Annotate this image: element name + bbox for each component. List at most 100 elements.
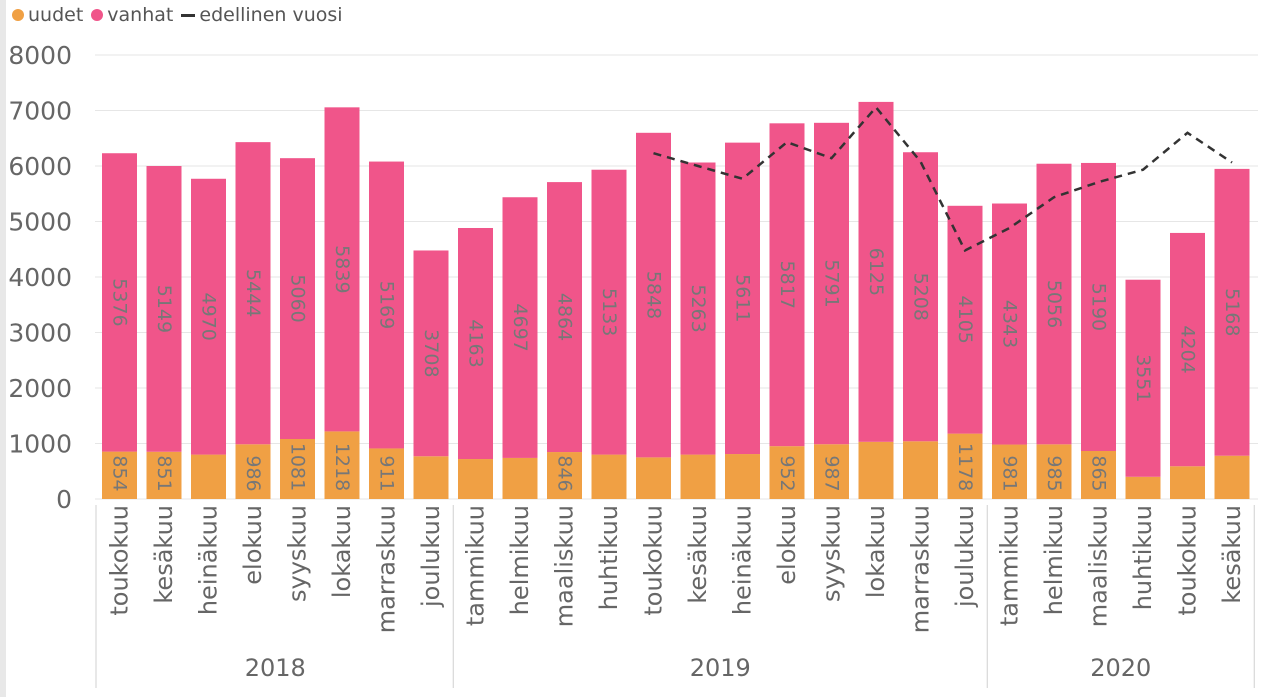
- left-edge-bar: [0, 0, 6, 697]
- series-line-prev-year: [653, 105, 1233, 253]
- bar-old-5: [324, 107, 360, 432]
- bar-new-3: [235, 444, 271, 499]
- x-tick-label-0: toukokuu: [106, 505, 134, 616]
- bar-new-4: [280, 439, 315, 499]
- y-tick-label-5000: 5000: [8, 208, 72, 237]
- x-tick-label-21: helmikuu: [1040, 505, 1068, 615]
- x-tick-label-5: lokakuu: [328, 505, 356, 598]
- value-label-new-10: 846: [554, 455, 576, 491]
- value-label-old-2: 4970: [198, 293, 220, 341]
- legend-new-swatch: [12, 9, 24, 21]
- x-tick-label-15: elokuu: [773, 505, 801, 585]
- legend-prev-label: edellinen vuosi: [199, 4, 343, 26]
- bar-new-2: [191, 454, 226, 499]
- bar-old-15: [769, 123, 805, 447]
- value-label-old-11: 5133: [598, 288, 620, 336]
- value-label-old-13: 5263: [687, 284, 709, 332]
- value-label-new-0: 854: [109, 455, 131, 491]
- bar-old-0: [102, 153, 137, 452]
- legend-new-label: uudet: [28, 4, 84, 26]
- value-label-old-18: 5208: [910, 273, 932, 321]
- y-tick-label-0: 0: [56, 485, 72, 514]
- value-label-old-7: 3708: [420, 329, 442, 377]
- bar-new-17: [858, 441, 894, 499]
- bar-old-21: [1036, 163, 1072, 445]
- y-tick-label-7000: 7000: [8, 97, 72, 126]
- value-label-old-16: 5791: [821, 259, 843, 307]
- bar-new-6: [369, 448, 404, 499]
- y-tick-label-8000: 8000: [8, 41, 72, 70]
- bar-new-18: [903, 441, 938, 499]
- legend-item-new[interactable]: uudet: [12, 4, 83, 26]
- value-label-old-1: 5149: [153, 285, 175, 333]
- bar-new-14: [725, 454, 760, 499]
- bar-new-0: [102, 451, 137, 499]
- x-tick-label-23: huhtikuu: [1129, 505, 1157, 610]
- bar-new-22: [1081, 450, 1116, 499]
- legend-item-prev[interactable]: edellinen vuosi: [181, 4, 343, 26]
- legend: uudet vanhat edellinen vuosi: [12, 4, 351, 26]
- value-label-old-5: 5839: [331, 245, 353, 293]
- bar-new-5: [324, 431, 360, 499]
- bar-old-11: [591, 169, 627, 455]
- x-tick-label-14: heinäkuu: [729, 505, 757, 615]
- bar-old-2: [191, 178, 226, 455]
- x-tick-label-17: lokakuu: [862, 505, 890, 598]
- bar-old-3: [235, 142, 271, 445]
- bar-new-25: [1214, 455, 1250, 499]
- value-label-old-14: 5611: [732, 274, 754, 322]
- bar-new-12: [636, 457, 671, 499]
- value-label-new-20: 981: [999, 455, 1021, 491]
- x-tick-label-8: tammikuu: [462, 505, 490, 626]
- bar-new-16: [814, 444, 849, 499]
- value-label-new-6: 911: [376, 455, 398, 491]
- bar-old-13: [680, 162, 716, 455]
- x-tick-label-24: toukokuu: [1174, 505, 1202, 616]
- bar-new-19: [947, 433, 983, 499]
- value-label-old-9: 4697: [509, 303, 531, 351]
- value-label-old-17: 6125: [865, 248, 887, 296]
- value-label-new-5: 1218: [331, 443, 353, 491]
- bar-new-24: [1170, 466, 1205, 499]
- year-label-2020: 2020: [1090, 654, 1151, 682]
- x-tick-label-11: huhtikuu: [595, 505, 623, 610]
- value-label-old-10: 4864: [554, 293, 576, 341]
- value-label-new-3: 986: [242, 455, 264, 491]
- legend-old-label: vanhat: [107, 4, 174, 26]
- bar-new-13: [680, 454, 716, 499]
- bar-old-18: [903, 152, 938, 442]
- legend-old-swatch: [91, 9, 104, 21]
- x-tick-label-20: tammikuu: [996, 505, 1024, 626]
- x-tick-label-3: elokuu: [239, 505, 267, 585]
- bar-old-1: [146, 166, 182, 452]
- x-tick-label-25: kesäkuu: [1218, 505, 1246, 604]
- bar-old-23: [1125, 279, 1161, 477]
- bar-old-22: [1081, 162, 1116, 451]
- bar-new-20: [992, 444, 1027, 499]
- bar-new-9: [502, 457, 538, 499]
- x-tick-label-9: helmikuu: [506, 505, 534, 615]
- x-tick-label-4: syyskuu: [284, 505, 312, 602]
- value-label-new-21: 985: [1043, 455, 1065, 491]
- bar-old-20: [992, 203, 1027, 445]
- bar-new-1: [146, 451, 182, 499]
- y-tick-label-2000: 2000: [8, 374, 72, 403]
- legend-item-old[interactable]: vanhat: [91, 4, 173, 26]
- value-label-old-15: 5817: [776, 261, 798, 309]
- y-tick-label-6000: 6000: [8, 152, 72, 181]
- bar-old-8: [458, 227, 493, 460]
- legend-prev-swatch: [181, 13, 196, 17]
- bar-new-7: [413, 456, 449, 499]
- bar-old-25: [1214, 168, 1250, 456]
- bar-old-4: [280, 158, 315, 440]
- value-label-old-20: 4343: [999, 300, 1021, 348]
- x-tick-label-2: heinäkuu: [195, 505, 223, 615]
- value-label-new-1: 851: [153, 455, 175, 491]
- bar-old-7: [413, 250, 449, 457]
- x-tick-label-12: toukokuu: [640, 505, 668, 616]
- value-label-old-0: 5376: [109, 278, 131, 326]
- bar-new-15: [769, 446, 805, 499]
- value-label-old-21: 5056: [1043, 280, 1065, 328]
- bar-new-21: [1036, 444, 1072, 499]
